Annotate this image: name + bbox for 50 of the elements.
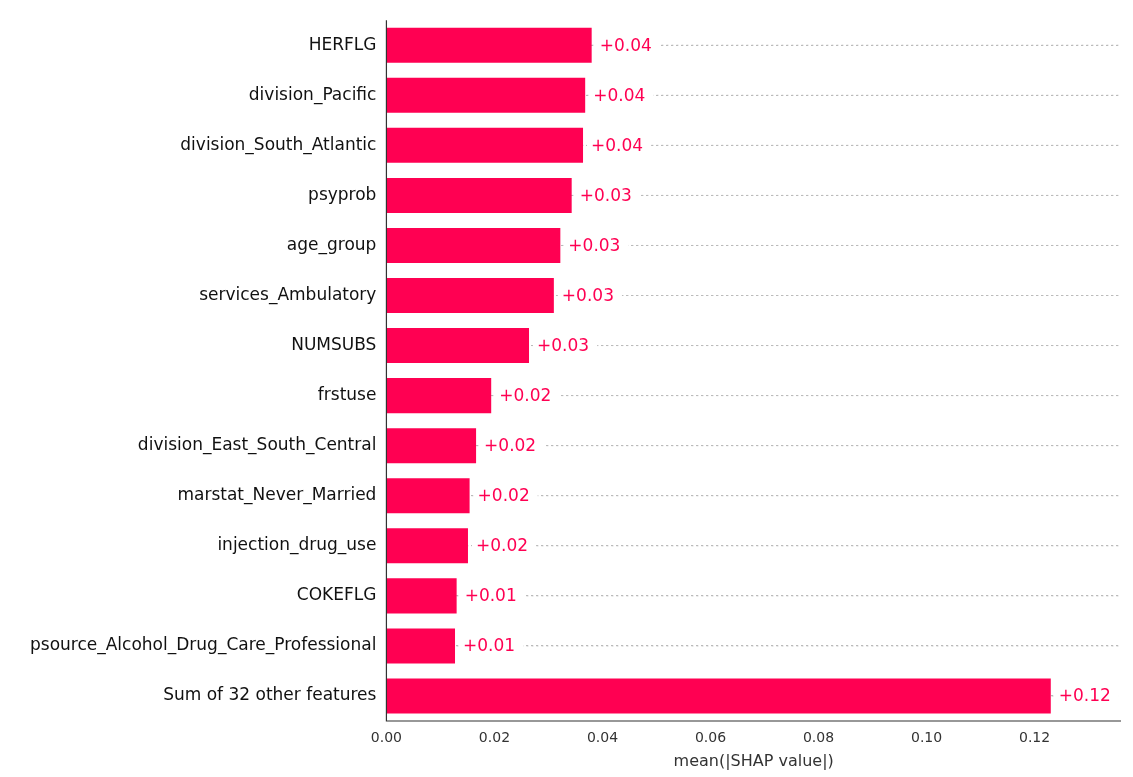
data-label: +0.04 [591,134,644,155]
data-label: +0.03 [568,234,621,255]
data-label: +0.01 [464,585,517,606]
bar [386,77,586,113]
data-label: +0.02 [475,535,529,556]
data-label: +0.02 [477,485,530,506]
data-label: +0.02 [499,385,552,406]
data-label: +0.03 [561,284,614,305]
bar [386,428,477,464]
bar [386,277,554,314]
bar [386,528,468,564]
y-tick-label: injection_drug_use [217,534,377,556]
x-tick-label: 0.02 [478,729,511,746]
bar [386,678,1051,714]
y-tick-label: marstat_Never_Married [177,484,377,506]
y-tick-label: NUMSUBS [291,333,377,354]
bar [386,27,592,63]
y-tick-label: age_group [286,233,377,255]
bar [386,578,457,614]
bar [386,227,561,263]
x-tick-label: 0.00 [370,729,402,746]
y-tick-label: division_Pacific [248,83,377,105]
bar [386,328,530,364]
bar [386,378,492,414]
data-label: +0.04 [593,84,646,105]
y-tick-label: COKEFLG [296,584,377,605]
y-tick-label: Sum of 32 other features [163,684,377,705]
x-tick-label: 0.10 [910,729,943,746]
x-tick-label: 0.04 [586,729,619,746]
y-tick-label: psource_Alcohol_Drug_Care_Professional [29,634,377,656]
x-tick-label: 0.06 [694,729,727,746]
y-tick-label: HERFLG [308,33,377,54]
y-tick-label: division_South_Atlantic [180,133,377,155]
y-tick-label: frstuse [317,384,377,405]
data-label: +0.02 [484,435,537,456]
data-label: +0.01 [463,635,516,656]
x-tick-label: 0.12 [1018,729,1051,746]
y-tick-label: division_East_South_Central [137,434,377,456]
y-tick-label: services_Ambulatory [199,283,377,305]
bar [386,127,584,163]
y-tick-label: psyprob [308,183,377,204]
bar [386,177,572,213]
x-axis-title: mean(|SHAP value|) [673,750,834,770]
bar [386,478,470,514]
data-label: +0.03 [537,334,590,355]
bar [386,628,456,664]
data-label: +0.04 [599,34,652,55]
data-label: +0.12 [1058,685,1111,706]
data-label: +0.03 [579,184,632,205]
x-tick-label: 0.08 [802,729,835,746]
